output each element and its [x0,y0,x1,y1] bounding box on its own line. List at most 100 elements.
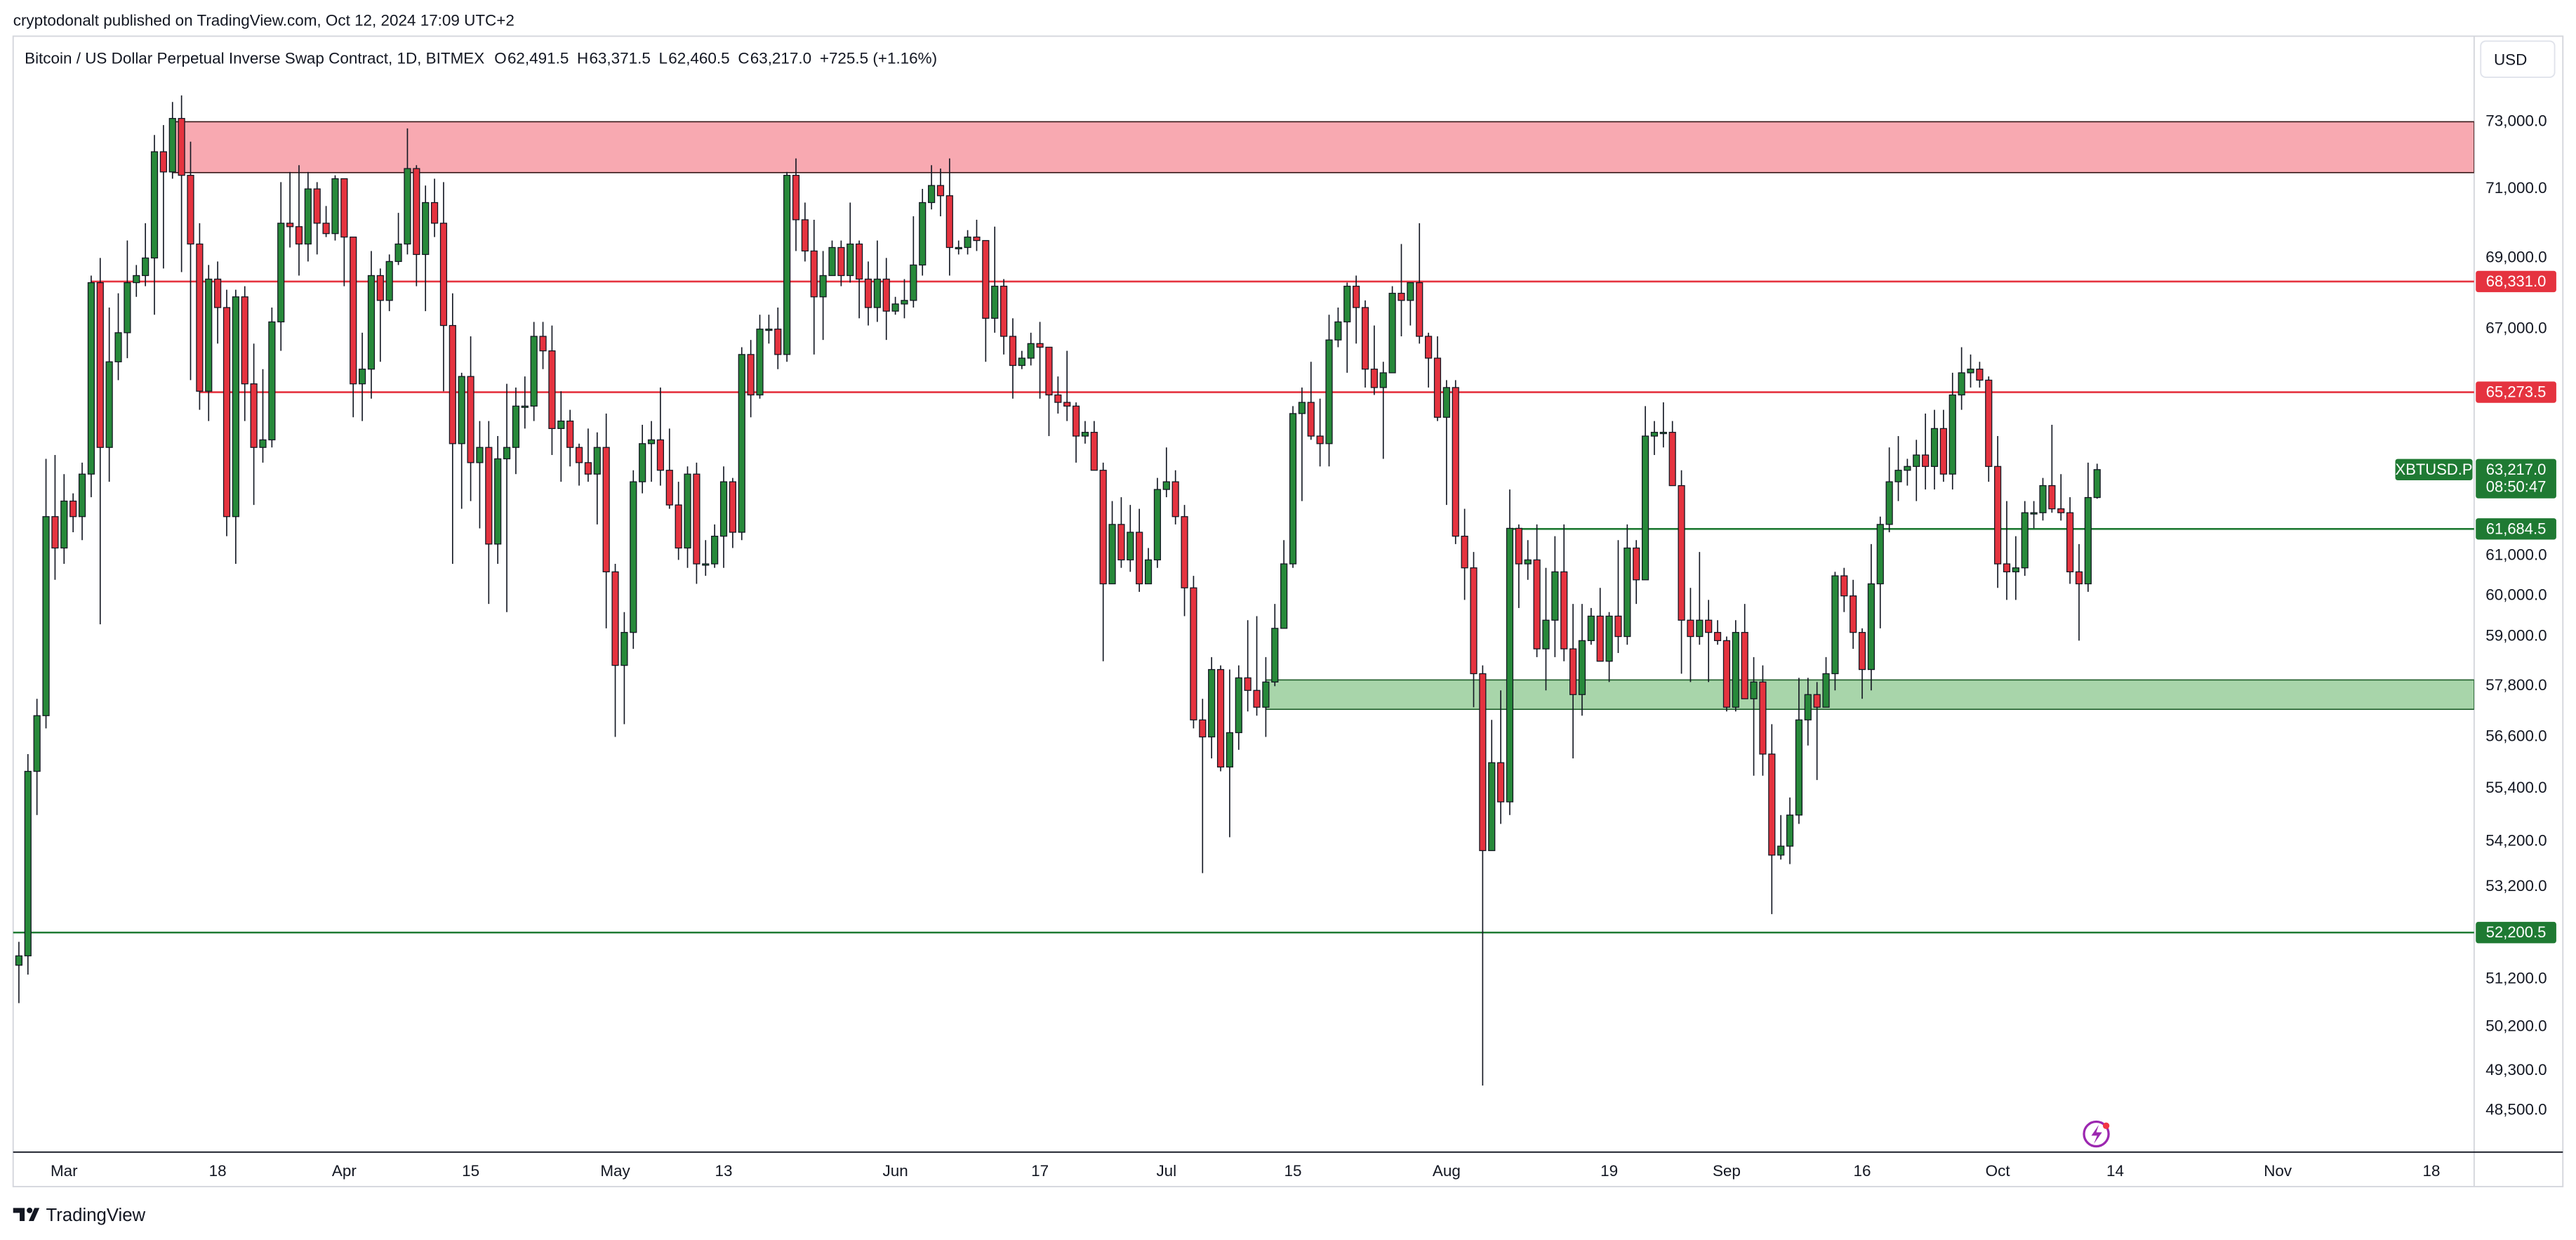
candle-body [404,168,411,245]
candle-body [1750,681,1758,699]
candle-body [51,516,59,549]
candle-body [1136,532,1143,585]
candle-body [96,282,104,448]
x-tick-label: May [600,1162,630,1180]
candle-body [33,715,41,772]
y-tick-label: 59,000.0 [2485,626,2547,644]
candle-body [774,329,782,355]
candle-body [756,329,764,396]
candle-body [1904,466,1911,471]
candle-body [1280,563,1288,629]
candle-body [1488,762,1496,852]
x-tick-label: Jul [1156,1162,1176,1180]
candle-body [882,278,890,312]
y-tick-label: 54,200.0 [2485,832,2547,850]
candle-body [656,439,664,471]
x-tick-label: Nov [2264,1162,2292,1180]
candle-body [1641,435,1649,581]
candle-body [512,405,520,448]
candle-body [1696,619,1704,638]
candle-body [1551,571,1559,621]
candle-body [783,175,791,355]
candle-body [729,481,736,533]
candle-body [1876,524,1884,585]
last-price-tag [2476,459,2556,499]
candle-body [1867,583,1875,671]
candle-body [250,383,258,448]
candle-body [241,296,248,385]
candle-body [124,282,131,334]
legend-value: 62,491.5 [507,49,569,67]
candle-body [1497,762,1505,803]
candle-body [1795,719,1803,816]
candle-body [449,324,456,444]
candle-body [87,282,95,475]
legend-change: +725.5 (+1.16%) [820,49,937,67]
candle-body [413,168,420,256]
candle-body [964,236,971,249]
candle-body [1741,632,1748,699]
candle-body [1850,595,1857,633]
candle-body [901,300,908,305]
candle-body [114,332,122,362]
candle-body [1822,673,1830,708]
candle-body [1153,489,1162,561]
candle-body [1506,527,1514,803]
candle-body [1018,357,1025,367]
y-tick-label: 48,500.0 [2485,1100,2547,1118]
candle-body [1298,402,1306,414]
y-tick-label: 71,000.0 [2485,179,2547,197]
candle-body [304,188,312,245]
x-tick-label: 15 [462,1162,479,1180]
candle-body [1190,587,1197,720]
candle-body [792,175,800,220]
candle-body [602,447,610,573]
candle-body [15,955,23,966]
candle-body [1633,547,1640,581]
candle-body [24,770,32,956]
candle-body [1370,369,1378,388]
candle-body [665,470,673,506]
x-tick-label: 19 [1600,1162,1618,1180]
level-tag [2476,921,2556,944]
candle-body [376,275,384,301]
x-tick-label: Jun [883,1162,908,1180]
y-tick-label: 56,600.0 [2485,727,2547,744]
currency-button[interactable] [2480,40,2556,78]
currency-label[interactable]: USD [2494,51,2527,69]
candle-body [214,278,222,308]
candle-body [1397,293,1405,301]
candle-body [910,264,917,301]
candle-body [2003,563,2011,573]
legend-value: 63,371.5 [589,49,650,67]
publisher-line: cryptodonalt published on TradingView.co… [13,11,514,29]
x-tick-label: 13 [715,1162,733,1180]
candle-body [1117,524,1125,561]
candle-body [1253,690,1261,708]
legend-key: C [738,49,749,67]
x-tick-label: 15 [1284,1162,1302,1180]
candle-body [313,188,321,224]
candle-body [1985,379,1993,467]
candle-body [847,243,854,277]
candle-body [259,439,267,448]
candle-body [1479,673,1487,852]
candle-body [982,239,990,319]
candle-body [168,118,176,173]
legend-key: L [659,49,668,67]
candle-body [1885,481,1893,525]
candle-body [1678,484,1685,621]
candle-body [945,195,953,249]
zone [1265,679,2474,711]
candle-body [1361,307,1369,370]
candle-body [458,376,465,444]
candle-body [394,243,402,263]
candle-body [1569,648,1577,695]
candle-body [2075,571,2083,585]
candle-body [1072,405,1080,437]
candle-body [232,296,239,517]
level-tag [2476,381,2556,403]
candle-body [1307,402,1315,437]
candle-body [1786,814,1794,847]
